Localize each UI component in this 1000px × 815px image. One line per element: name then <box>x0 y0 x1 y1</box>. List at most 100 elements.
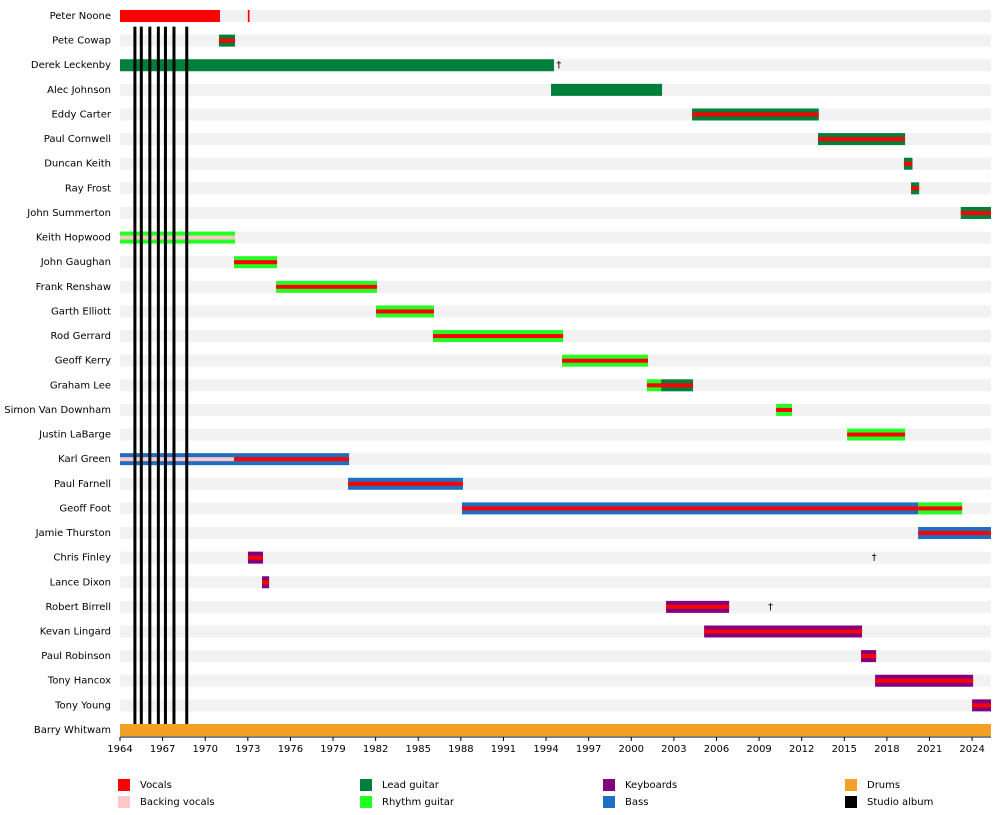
stint-bar <box>461 506 919 511</box>
legend-swatch <box>845 779 857 791</box>
row-band <box>120 182 991 195</box>
member-name: Peter Noone <box>50 11 111 22</box>
member-name: Robert Birrell <box>45 602 111 613</box>
x-tick-label: 1976 <box>278 744 303 755</box>
legend-label: Backing vocals <box>140 797 215 808</box>
x-tick-label: 2024 <box>959 744 984 755</box>
stint-bar <box>818 137 906 142</box>
x-tick-label: 2015 <box>832 744 857 755</box>
member-name: Geoff Kerry <box>55 356 111 367</box>
member-name: Frank Renshaw <box>36 282 111 293</box>
stint-bar <box>218 38 236 43</box>
x-tick-label: 1973 <box>235 744 260 755</box>
stint-bar <box>433 334 564 339</box>
member-name: Geoff Foot <box>59 503 111 514</box>
row-band <box>120 231 991 244</box>
stint-bar <box>661 383 694 388</box>
stint-bar <box>234 457 350 462</box>
stint-bar <box>376 309 435 314</box>
legend-swatch <box>360 779 372 791</box>
stint-bar <box>918 531 991 536</box>
row-band <box>120 133 991 146</box>
x-tick-label: 2000 <box>619 744 644 755</box>
x-tick-label: 1985 <box>406 744 431 755</box>
stint-bar <box>562 358 649 363</box>
row-band <box>120 34 991 47</box>
legend-label: Keyboards <box>625 780 677 791</box>
member-name: Paul Cornwell <box>44 134 111 145</box>
member-name: Keith Hopwood <box>36 233 111 244</box>
legend-swatch <box>360 796 372 808</box>
x-tick-label: 2021 <box>917 744 942 755</box>
stint-bar <box>120 59 555 72</box>
x-tick-label: 1991 <box>491 744 516 755</box>
legend-swatch <box>603 796 615 808</box>
stint-bar <box>903 161 913 166</box>
stint-bar <box>234 260 278 265</box>
legend-label: Rhythm guitar <box>382 797 455 808</box>
legend-swatch <box>118 796 130 808</box>
member-name: Paul Farnell <box>54 479 111 490</box>
row-band <box>120 256 991 269</box>
stint-bar <box>551 83 663 96</box>
member-name: Tony Hancox <box>47 676 111 687</box>
row-band <box>120 600 991 613</box>
stint-bar <box>262 580 270 585</box>
row-band <box>120 108 991 121</box>
row-band <box>120 280 991 293</box>
member-name: Jamie Thurston <box>35 528 111 539</box>
row-band <box>120 551 991 564</box>
death-mark: † <box>768 602 773 613</box>
row-band <box>120 403 991 416</box>
legend-swatch <box>118 779 130 791</box>
row-band <box>120 477 991 490</box>
member-name: Tony Young <box>54 700 111 711</box>
member-name: Kevan Lingard <box>40 627 111 638</box>
stint-bar <box>348 481 463 486</box>
legend-swatch <box>603 779 615 791</box>
x-tick-label: 1979 <box>320 744 345 755</box>
row-band <box>120 527 991 540</box>
member-name: Rod Gerrard <box>50 331 111 342</box>
row-band <box>120 674 991 687</box>
x-tick-label: 1997 <box>576 744 601 755</box>
legend-label: Bass <box>625 797 648 808</box>
x-tick-label: 2018 <box>874 744 899 755</box>
stint-bar <box>276 284 378 289</box>
row-band <box>120 305 991 318</box>
member-name: Lance Dixon <box>50 577 111 588</box>
row-band <box>120 10 991 22</box>
stint-bar <box>120 235 236 240</box>
x-tick-label: 2003 <box>661 744 686 755</box>
stint-bar <box>847 432 906 437</box>
stint-bar <box>692 112 819 117</box>
stint-bar <box>911 186 920 191</box>
member-name: Duncan Keith <box>44 159 111 170</box>
stint-bar <box>704 629 863 634</box>
stint-bar <box>666 604 730 609</box>
x-tick-label: 2009 <box>746 744 771 755</box>
row-band <box>120 354 991 367</box>
member-name: Ray Frost <box>65 183 111 194</box>
stint-bar <box>918 506 963 511</box>
stint-bar <box>960 210 991 215</box>
row-band <box>120 576 991 589</box>
member-name: John Summerton <box>26 208 111 219</box>
row-band <box>120 157 991 170</box>
stint-bar <box>120 10 220 22</box>
member-name: Justin LaBarge <box>38 430 111 441</box>
x-tick-label: 1994 <box>533 744 558 755</box>
x-tick-label: 1964 <box>107 744 132 755</box>
x-tick-label: 1988 <box>448 744 473 755</box>
legend-label: Vocals <box>140 780 172 791</box>
member-name: Paul Robinson <box>41 651 111 662</box>
x-tick-label: 2006 <box>704 744 729 755</box>
row-band <box>120 428 991 441</box>
member-name: Pete Cowap <box>52 36 111 47</box>
member-name: Barry Whitwam <box>34 725 111 736</box>
member-name: Alec Johnson <box>47 85 111 96</box>
member-name: Eddy Carter <box>51 109 111 120</box>
row-band <box>120 206 991 219</box>
